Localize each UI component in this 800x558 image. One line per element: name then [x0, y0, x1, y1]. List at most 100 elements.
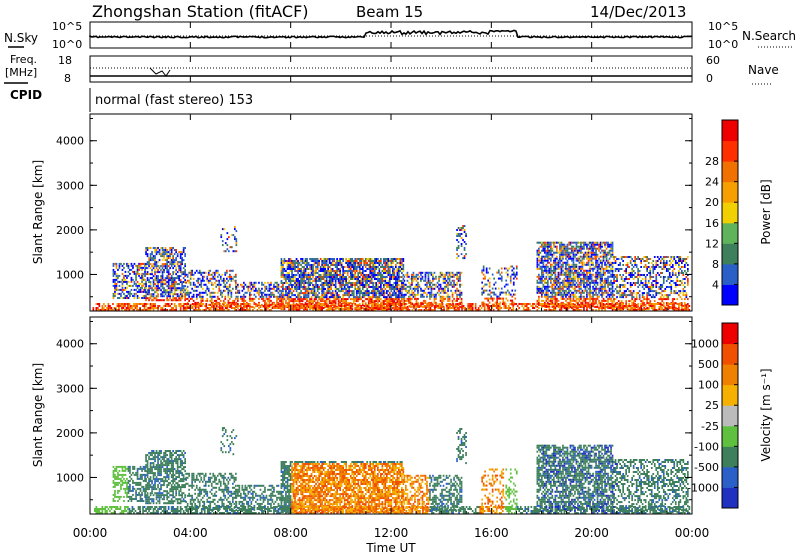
echo-cell — [184, 247, 186, 249]
echo-cell — [541, 262, 543, 264]
echo-cell — [561, 292, 563, 294]
echo-cell — [645, 278, 647, 280]
echo-cell — [573, 252, 575, 254]
echo-cell — [128, 265, 130, 267]
echo-cell — [311, 272, 313, 274]
echo-cell — [212, 276, 214, 278]
echo-cell — [639, 276, 641, 278]
echo-cell — [655, 292, 657, 294]
echo-cell — [510, 278, 512, 280]
echo-cell — [203, 272, 205, 274]
echo-cell — [281, 298, 283, 300]
echo-cell — [565, 258, 567, 260]
echo-cell — [484, 290, 486, 292]
echo-cell — [172, 297, 174, 299]
echo-cell — [347, 264, 349, 266]
echo-cell — [570, 286, 572, 288]
echo-cell — [287, 292, 289, 294]
echo-cell — [565, 284, 567, 286]
echo-cell — [606, 290, 608, 292]
echo-cell — [601, 292, 603, 294]
echo-cell — [199, 270, 201, 272]
echo-cell — [579, 266, 581, 268]
echo-cell — [394, 300, 396, 302]
echo-cell — [234, 300, 236, 302]
echo-cell — [317, 260, 319, 262]
echo-cell — [160, 281, 162, 283]
echo-cell — [297, 306, 299, 308]
echo-cell — [386, 272, 388, 274]
echo-cell — [646, 258, 648, 260]
echo-cell — [637, 258, 639, 260]
echo-cell — [300, 292, 302, 294]
echo-cell — [669, 286, 671, 288]
echo-cell — [649, 274, 651, 276]
echo-cell — [374, 292, 376, 294]
echo-cell — [553, 296, 555, 298]
echo-cell — [570, 278, 572, 280]
echo-cell — [114, 281, 116, 283]
echo-cell — [375, 284, 377, 286]
echo-cell — [174, 299, 176, 301]
echo-cell — [128, 291, 130, 293]
echo-cell — [353, 292, 355, 294]
echo-cell — [610, 280, 612, 282]
echo-cell — [126, 283, 128, 285]
echo-cell — [350, 270, 352, 272]
echo-cell — [282, 276, 284, 278]
echo-cell — [586, 304, 588, 306]
echo-cell — [595, 292, 597, 294]
echo-cell — [281, 302, 283, 304]
echo-cell — [574, 250, 576, 252]
echo-cell — [582, 280, 584, 282]
echo-cell — [366, 264, 368, 266]
echo-cell — [297, 288, 299, 290]
echo-cell — [379, 280, 381, 282]
echo-cell — [383, 260, 385, 262]
echo-cell — [443, 282, 445, 284]
echo-cell — [374, 288, 376, 290]
echo-cell — [162, 291, 164, 293]
echo-cell — [570, 290, 572, 292]
echo-cell — [291, 292, 293, 294]
echo-cell — [622, 256, 624, 258]
echo-cell — [654, 268, 656, 270]
echo-cell — [619, 274, 621, 276]
echo-cell — [452, 296, 454, 298]
echo-cell — [157, 293, 159, 295]
echo-cell — [631, 270, 633, 272]
echo-cell — [122, 285, 124, 287]
echo-cell — [226, 286, 228, 288]
echo-cell — [449, 300, 451, 302]
echo-cell — [386, 284, 388, 286]
echo-cell — [181, 287, 183, 289]
echo-cell — [666, 302, 668, 304]
echo-cell — [202, 278, 204, 280]
echo-cell — [154, 291, 156, 293]
echo-cell — [655, 290, 657, 292]
echo-cell — [570, 244, 572, 246]
echo-cell — [172, 299, 174, 301]
echo-cell — [586, 272, 588, 274]
echo-cell — [408, 282, 410, 284]
echo-cell — [327, 298, 329, 300]
echo-cell — [546, 246, 548, 248]
echo-cell — [237, 300, 239, 302]
echo-cell — [294, 270, 296, 272]
echo-cell — [642, 302, 644, 304]
echo-cell — [598, 288, 600, 290]
echo-cell — [113, 271, 115, 273]
echo-cell — [648, 272, 650, 274]
echo-cell — [143, 285, 145, 287]
echo-cell — [397, 270, 399, 272]
echo-cell — [571, 258, 573, 260]
echo-cell — [413, 272, 415, 274]
echo-cell — [546, 244, 548, 246]
echo-cell — [615, 262, 617, 264]
echo-cell — [657, 272, 659, 274]
echo-cell — [543, 270, 545, 272]
echo-cell — [236, 288, 238, 290]
echo-cell — [299, 298, 301, 300]
echo-cell — [636, 264, 638, 266]
echo-cell — [285, 278, 287, 280]
